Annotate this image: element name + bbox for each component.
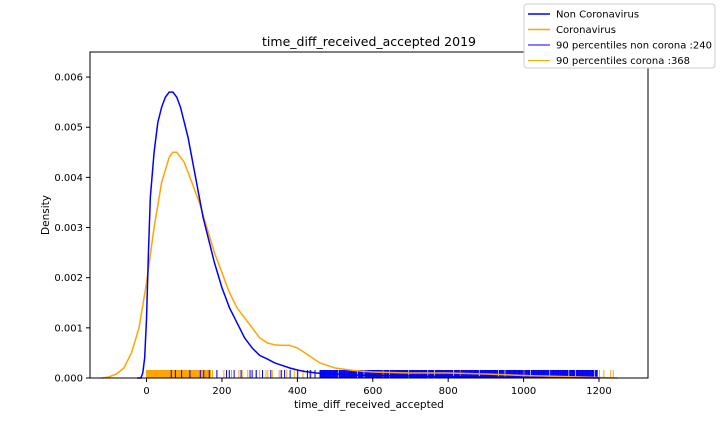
legend-box bbox=[523, 3, 716, 69]
x-tick-label: 200 bbox=[212, 386, 231, 397]
legend-label: Coronavirus bbox=[556, 25, 616, 36]
legend-label: 90 percentiles non corona :240 bbox=[556, 41, 712, 52]
chart-title: time_diff_received_accepted 2019 bbox=[262, 34, 476, 49]
x-tick-label: 600 bbox=[363, 386, 382, 397]
y-axis: 0.000 0.001 0.002 0.003 0.004 0.005 0.006 bbox=[54, 73, 90, 385]
y-tick-label: 0.003 bbox=[54, 223, 83, 234]
legend-label: 90 percentiles corona :368 bbox=[556, 56, 690, 67]
legend: Non Coronavirus Coronavirus 90 percentiles… bbox=[523, 3, 716, 69]
y-tick-label: 0.005 bbox=[54, 123, 83, 134]
plot-area bbox=[101, 91, 618, 379]
x-tick-label: 400 bbox=[288, 386, 307, 397]
x-axis: 0 200 400 600 800 1000 1200 bbox=[143, 378, 612, 397]
y-tick-label: 0.006 bbox=[54, 73, 83, 84]
x-tick-label: 0 bbox=[143, 386, 149, 397]
y-tick-label: 0.000 bbox=[54, 374, 83, 385]
y-tick-label: 0.004 bbox=[54, 173, 83, 184]
x-tick-label: 1200 bbox=[586, 386, 611, 397]
x-axis-label: time_diff_received_accepted bbox=[294, 399, 444, 411]
y-tick-label: 0.001 bbox=[54, 323, 83, 334]
y-tick-label: 0.002 bbox=[54, 273, 83, 284]
x-tick-label: 800 bbox=[439, 386, 458, 397]
x-tick-label: 1000 bbox=[511, 386, 536, 397]
legend-label: Non Coronavirus bbox=[556, 10, 639, 21]
series-non-coronavirus bbox=[137, 91, 599, 379]
axes-frame bbox=[89, 51, 649, 379]
y-axis-label: Density bbox=[40, 195, 52, 235]
series-coronavirus bbox=[101, 151, 618, 379]
rug-1 bbox=[170, 370, 598, 378]
